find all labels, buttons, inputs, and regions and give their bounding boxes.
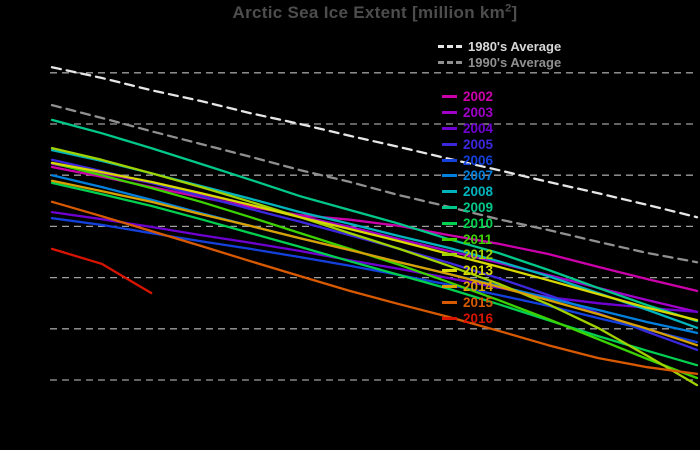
legend-label-2015: 2015 [463,294,494,310]
series-line-2007 [50,174,699,335]
series-line-2016 [50,247,153,295]
legend-label-2009: 2009 [463,199,494,215]
legend-2007-line-sample-icon [442,174,457,178]
legend-2011-line-sample-icon [442,237,457,241]
legend-item-2002: 2002 [442,89,493,105]
series-line-2009 [50,118,699,323]
chart-title-text: Arctic Sea Ice Extent [million km [232,3,506,22]
legend-label-2016: 2016 [463,310,494,326]
legend-2012-line-sample-icon [442,253,457,257]
legend-2010-line-sample-icon [442,221,457,225]
legend-label-2002: 2002 [463,89,494,105]
legend-item-2005: 2005 [442,136,493,152]
legend-label-2006: 2006 [463,152,494,168]
legend-2002-line-sample-icon [442,95,457,99]
legend-item-2009: 2009 [442,200,493,216]
chart-title: Arctic Sea Ice Extent [million km2] [50,3,700,23]
series-line-2004 [50,210,699,314]
legend-label-2014: 2014 [463,278,494,294]
legend-label-2013: 2013 [463,263,494,279]
legend-2016-line-sample-icon [442,316,457,320]
legend-item-2003: 2003 [442,105,493,121]
legend-label-2005: 2005 [463,136,494,152]
legend-label-2011: 2011 [463,231,493,247]
series-line-2015 [50,200,699,376]
legend-2014-line-sample-icon [442,284,457,288]
legend-1990-s-average-line-sample-icon [438,60,462,64]
series-line-1990-s-average [50,103,699,264]
legend-item-2013: 2013 [442,263,493,279]
legend-item-2004: 2004 [442,121,493,137]
legend-2015-line-sample-icon [442,300,457,304]
legend-item-2010: 2010 [442,215,493,231]
legend-label-2010: 2010 [463,215,494,231]
legend-averages: 1980's Average 1990's Average [438,38,561,70]
legend-2004-line-sample-icon [442,126,457,130]
legend-item-2006: 2006 [442,152,493,168]
legend-label-2003: 2003 [463,105,494,121]
legend-years: 2002 2003 2004 2005 2006 2007 2008 2009 2010 2011… [442,89,493,326]
chart-title-superscript: 2 [505,2,512,15]
legend-label-2007: 2007 [463,168,494,184]
series-group [50,66,699,387]
legend-label-1990-s-average: 1990's Average [468,54,562,70]
legend-2005-line-sample-icon [442,142,457,146]
legend-2006-line-sample-icon [442,158,457,162]
series-line-2002 [50,165,699,293]
legend-label-2008: 2008 [463,184,494,200]
legend-2008-line-sample-icon [442,190,457,194]
legend-label-2004: 2004 [463,120,494,136]
legend-2013-line-sample-icon [442,269,457,273]
series-line-2012 [50,146,699,387]
legend-item-2015: 2015 [442,294,493,310]
legend-item-1980-s-average: 1980's Average [438,38,561,54]
series-line-1980-s-average [50,66,699,219]
series-line-2013 [50,161,699,322]
legend-item-2016: 2016 [442,310,493,326]
legend-1980-s-average-line-sample-icon [438,44,462,48]
legend-item-2008: 2008 [442,184,493,200]
legend-item-2007: 2007 [442,168,493,184]
legend-label-1980-s-average: 1980's Average [468,38,562,54]
legend-item-2012: 2012 [442,247,493,263]
series-line-2010 [50,181,699,367]
legend-item-2011: 2011 [442,231,493,247]
legend-2009-line-sample-icon [442,205,457,209]
series-line-2014 [50,179,699,347]
series-line-2006 [50,217,699,344]
legend-item-2014: 2014 [442,279,493,295]
legend-2003-line-sample-icon [442,111,457,115]
legend-label-2012: 2012 [463,247,494,263]
series-line-2008 [50,148,699,329]
chart-title-suffix: ] [511,3,518,22]
legend-item-1990-s-average: 1990's Average [438,54,561,70]
